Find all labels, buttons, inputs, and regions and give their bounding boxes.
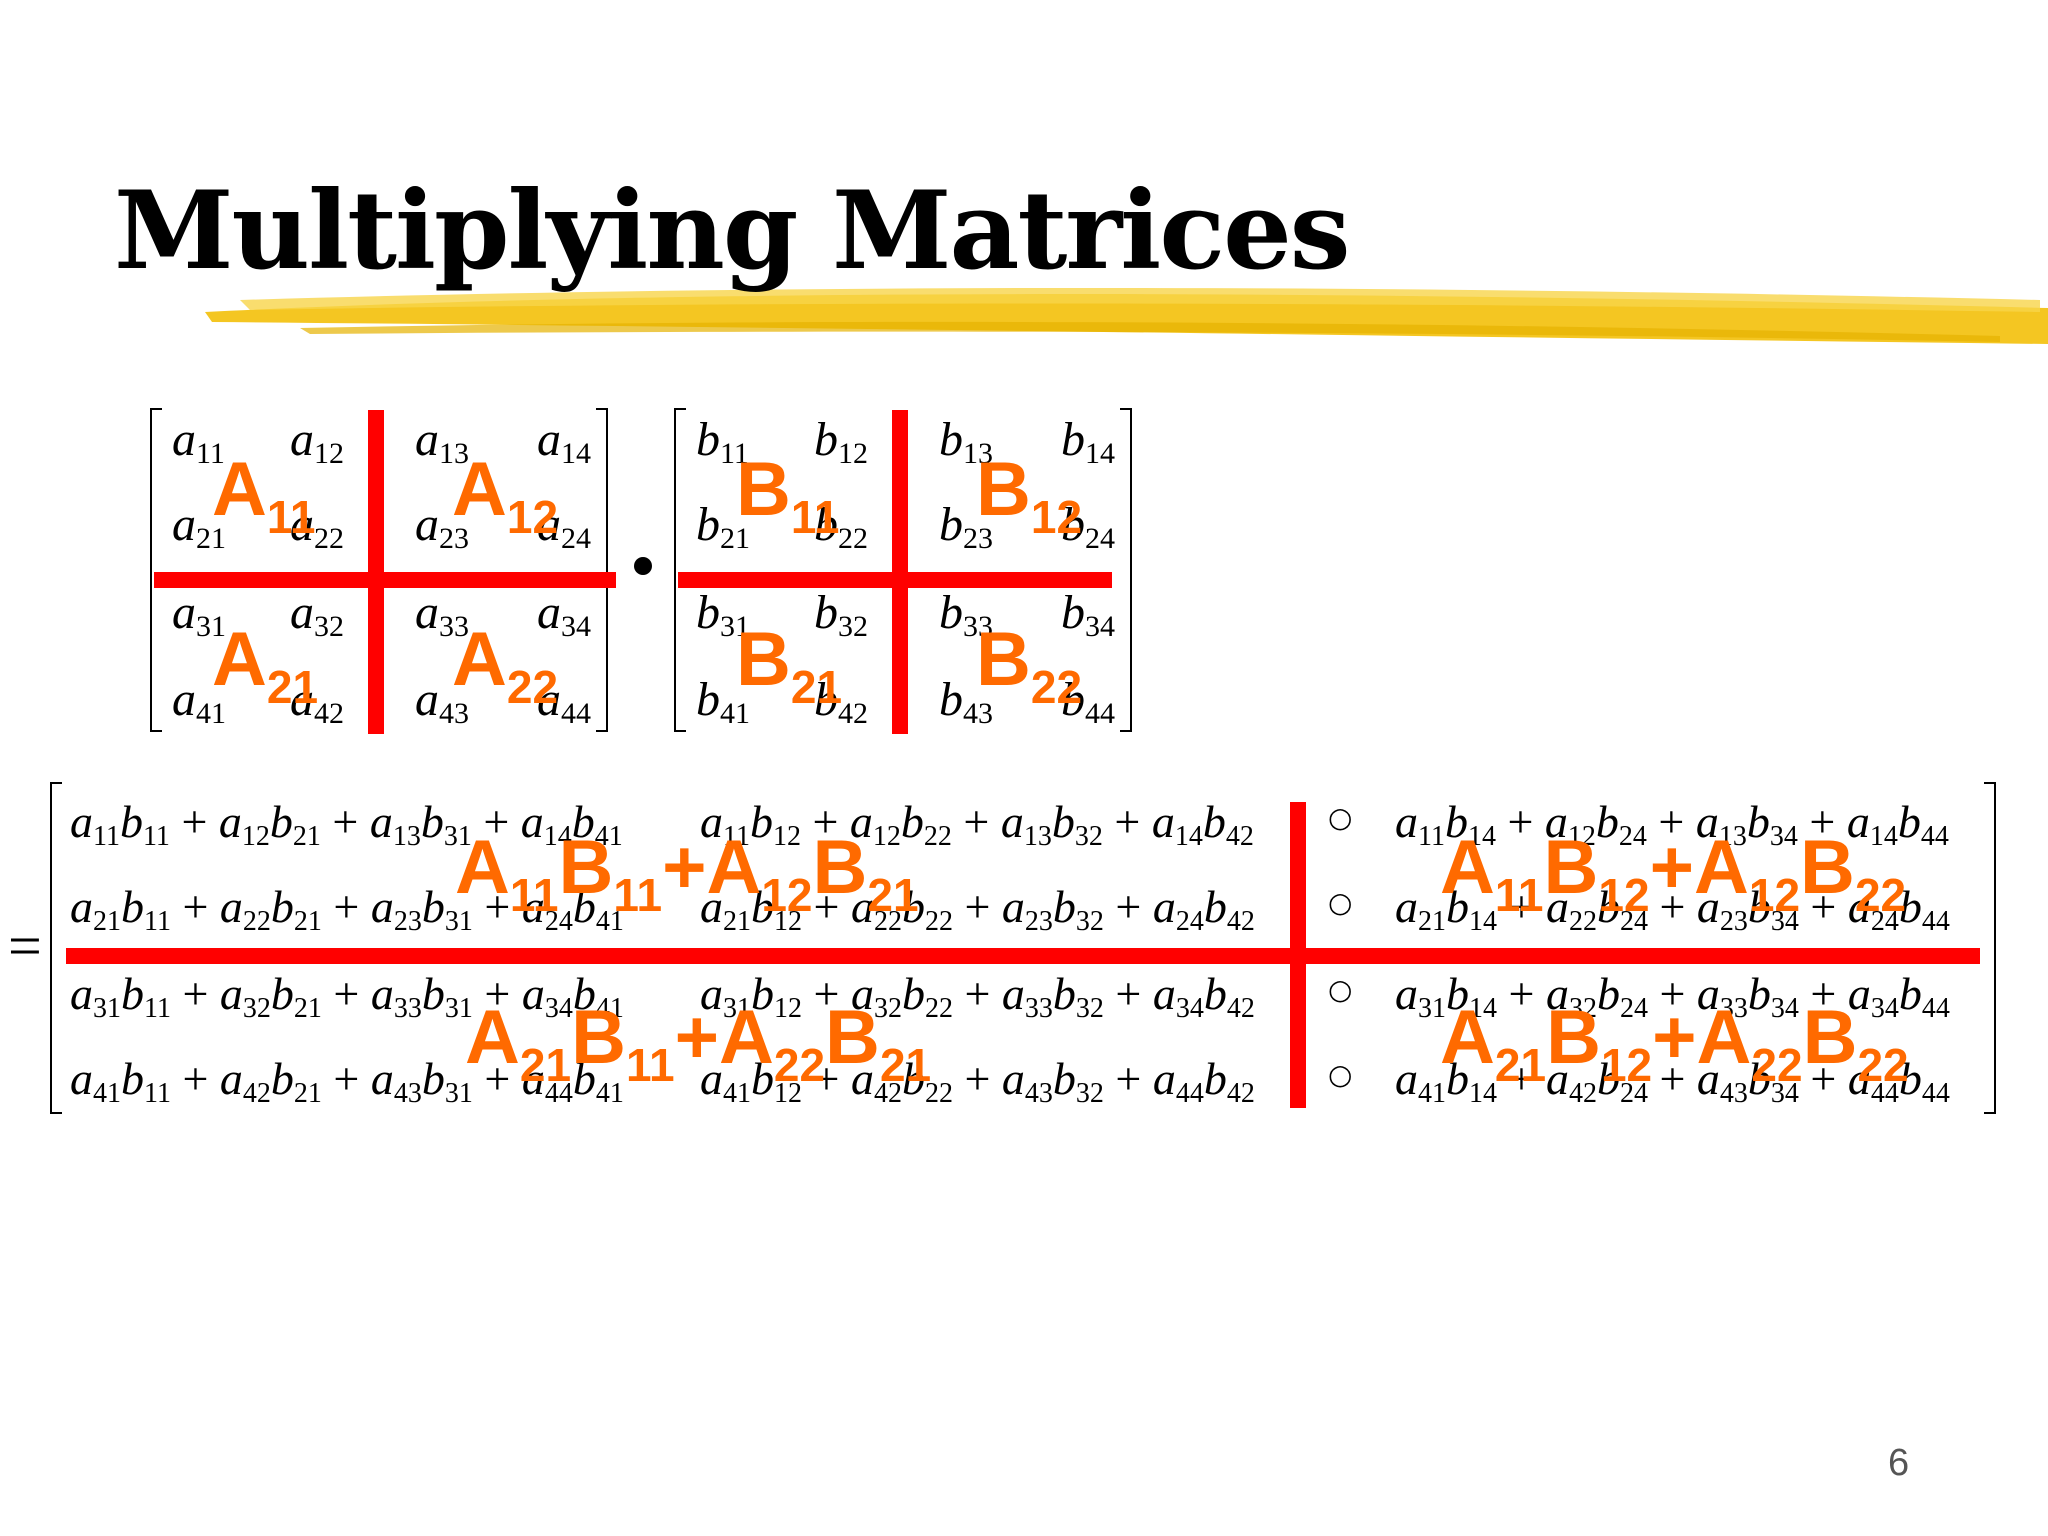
matrix-b-cell: b21: [696, 498, 750, 555]
matrix-b-cell: b14: [1061, 413, 1115, 470]
matrix-a-cell: a33: [415, 586, 469, 643]
matrix-b-cell: b43: [939, 673, 993, 730]
matrix-b-horizontal-divider: [678, 572, 1112, 588]
equals-sign: =: [8, 913, 42, 979]
result-entry: a21b12 + a22b22 + a23b32 + a24b42: [700, 881, 1255, 937]
matrix-b-cell: b11: [696, 413, 749, 470]
matrix-b-block-label: B21: [736, 617, 843, 713]
result-entry: a41b14 + a42b24 + a43b34 + a44b44: [1395, 1053, 1950, 1109]
matrix-b-right-bracket: [1120, 408, 1132, 732]
result-entry: a31b12 + a32b22 + a33b32 + a34b42: [700, 968, 1255, 1024]
matrix-b-cell: b12: [814, 413, 868, 470]
matrix-a-cell: a21: [172, 498, 226, 555]
matrix-a-horizontal-divider: [154, 572, 616, 588]
matrix-a-block-label: A22: [452, 617, 559, 713]
result-entry: a41b12 + a42b22 + a43b32 + a44b42: [700, 1053, 1255, 1109]
matrix-b-block-label: B22: [976, 617, 1083, 713]
matrix-a-cell: a13: [415, 413, 469, 470]
result-separator: ○: [1328, 886, 1353, 919]
result-right-bracket: [1984, 782, 1996, 1114]
matrix-b-cell: b33: [939, 586, 993, 643]
matrix-a-cell: a42: [290, 673, 344, 730]
result-block-label: A21B11+A22B21: [465, 995, 932, 1091]
result-left-bracket: [50, 782, 62, 1114]
matrix-b-cell: b34: [1061, 586, 1115, 643]
matrix-b-cell: b13: [939, 413, 993, 470]
result-separator: ○: [1328, 1058, 1353, 1091]
matrix-a-cell: a11: [172, 413, 225, 470]
result-separator: ○: [1328, 973, 1353, 1006]
multiply-dot: [634, 557, 652, 575]
matrix-a-left-bracket: [150, 408, 162, 732]
result-entry: a31b14 + a32b24 + a33b34 + a34b44: [1395, 968, 1950, 1024]
matrix-a-cell: a31: [172, 586, 226, 643]
matrix-b-cell: b44: [1061, 673, 1115, 730]
matrix-b-cell: b24: [1061, 498, 1115, 555]
matrix-b-block-label: B11: [736, 447, 840, 543]
matrix-a-cell: a43: [415, 673, 469, 730]
result-entry: a11b11 + a12b21 + a13b31 + a14b41: [70, 796, 623, 852]
matrix-b-cell: b23: [939, 498, 993, 555]
matrix-a-cell: a22: [290, 498, 344, 555]
matrix-b-cell: b32: [814, 586, 868, 643]
matrix-a-cell: a34: [537, 586, 591, 643]
matrix-a-cell: a23: [415, 498, 469, 555]
result-block-label: A21B12+A22B22: [1440, 995, 1909, 1091]
title-highlight: [205, 287, 2048, 344]
result-entry: a31b11 + a32b21 + a33b31 + a34b41: [70, 968, 624, 1024]
matrix-b-cell: b31: [696, 586, 750, 643]
matrix-b-block-label: B12: [976, 447, 1083, 543]
page-number: 6: [1888, 1442, 1910, 1484]
matrix-b-left-bracket: [674, 408, 686, 732]
result-entry: a21b11 + a22b21 + a23b31 + a24b41: [70, 881, 624, 937]
result-entry: a11b14 + a12b24 + a13b34 + a14b44: [1395, 796, 1949, 852]
matrix-a-cell: a41: [172, 673, 226, 730]
matrix-a-block-label: A11: [212, 447, 316, 543]
result-entry: a41b11 + a42b21 + a43b31 + a44b41: [70, 1053, 624, 1109]
result-horizontal-divider: [66, 948, 1980, 964]
matrix-a-block-label: A21: [212, 617, 319, 713]
result-block-label: A11B12+A12B22: [1440, 825, 1907, 921]
matrix-b-cell: b41: [696, 673, 750, 730]
result-block-label: A11B11+A12B21: [455, 825, 919, 921]
matrix-a-block-label: A12: [452, 447, 559, 543]
matrix-a-cell: a44: [537, 673, 591, 730]
matrix-a-right-bracket: [596, 408, 608, 732]
page-title: Multiplying Matrices: [114, 168, 1351, 294]
matrix-b-cell: b22: [814, 498, 868, 555]
matrix-a-cell: a32: [290, 586, 344, 643]
result-entry: a21b14 + a22b24 + a23b34 + a24b44: [1395, 881, 1950, 937]
matrix-a-cell: a12: [290, 413, 344, 470]
matrix-a-cell: a14: [537, 413, 591, 470]
result-entry: a11b12 + a12b22 + a13b32 + a14b42: [700, 796, 1254, 852]
matrix-b-cell: b42: [814, 673, 868, 730]
result-separator: ○: [1328, 801, 1353, 834]
matrix-a-cell: a24: [537, 498, 591, 555]
